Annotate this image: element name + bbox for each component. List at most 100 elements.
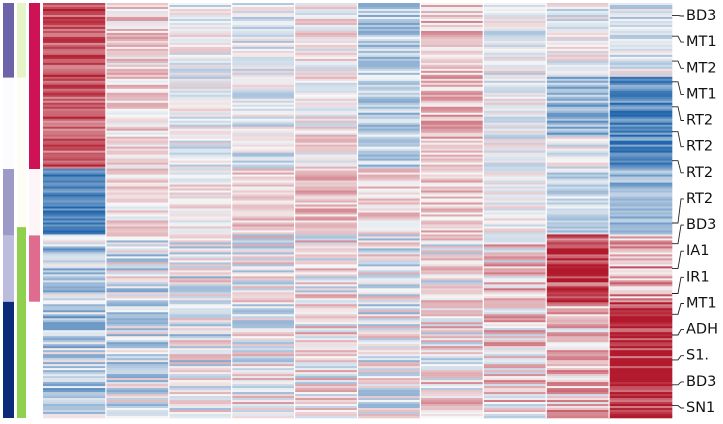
heatmap-cell	[357, 354, 421, 357]
heatmap-cell	[105, 270, 170, 273]
heatmap-cell	[168, 248, 232, 251]
heatmap-cell	[546, 40, 610, 44]
heatmap-cell	[420, 214, 484, 217]
heatmap-cell	[483, 192, 547, 195]
heatmap-cell	[231, 204, 295, 207]
heatmap-cell	[231, 10, 295, 14]
heatmap-cell	[43, 82, 107, 86]
heatmap-cell	[231, 356, 295, 359]
heatmap-cell	[43, 330, 107, 333]
heatmap-cell	[546, 170, 610, 173]
heatmap-cell	[420, 162, 484, 165]
annotation-segment	[17, 77, 26, 228]
heatmap-cell	[231, 300, 295, 303]
heatmap-cell	[105, 318, 170, 321]
heatmap-cell	[483, 366, 547, 369]
heatmap-cell	[168, 294, 232, 297]
heatmap-cell	[105, 3, 170, 6]
heatmap-cell	[168, 144, 232, 147]
heatmap-cell	[168, 124, 232, 128]
heatmap-cell	[420, 302, 484, 305]
heatmap-cell	[546, 416, 610, 419]
heatmap-cell	[357, 230, 421, 233]
heatmap-cell	[546, 160, 610, 163]
heatmap-cell	[231, 158, 295, 161]
heatmap-cell	[105, 306, 170, 309]
heatmap-cell	[609, 6, 673, 10]
heatmap-cell	[168, 396, 232, 399]
heatmap-cell	[546, 274, 610, 277]
heatmap-cell	[609, 238, 673, 241]
heatmap-cell	[231, 336, 295, 339]
heatmap-cell	[357, 240, 421, 243]
heatmap-cell	[294, 174, 358, 177]
heatmap-cell	[43, 112, 107, 116]
heatmap-cell	[420, 320, 484, 323]
heatmap-cell	[357, 192, 421, 195]
heatmap-cell	[483, 298, 547, 301]
heatmap-cell	[231, 68, 295, 72]
heatmap-cell	[105, 26, 170, 30]
heatmap-cell	[546, 6, 610, 10]
heatmap-cell	[357, 248, 421, 251]
heatmap-cell	[357, 198, 421, 201]
heatmap-cell	[43, 386, 107, 389]
heatmap-cell	[294, 344, 358, 347]
heatmap-cell	[357, 4, 421, 8]
heatmap-cell	[105, 276, 170, 279]
heatmap-cell	[357, 208, 421, 211]
heatmap-cell	[483, 186, 547, 189]
heatmap-cell	[357, 356, 421, 359]
heatmap-cell	[483, 350, 547, 353]
heatmap-cell	[609, 372, 673, 375]
heatmap-cell	[609, 180, 673, 183]
heatmap-cell	[231, 14, 295, 18]
heatmap-cell	[609, 72, 673, 76]
heatmap-cell	[420, 346, 484, 349]
heatmap-cell	[420, 46, 484, 50]
heatmap-cell	[609, 92, 673, 96]
heatmap-cell	[546, 346, 610, 349]
heatmap-cell	[231, 416, 295, 419]
heatmap-cell	[420, 218, 484, 221]
heatmap-cell	[294, 348, 358, 351]
heatmap-cell	[105, 208, 170, 211]
heatmap-cell	[231, 170, 295, 173]
heatmap-cell	[294, 250, 358, 253]
heatmap-cell	[483, 102, 547, 106]
heatmap-cell	[168, 262, 232, 265]
heatmap-cell	[43, 114, 107, 118]
heatmap-cell	[357, 42, 421, 46]
heatmap-cell	[294, 260, 358, 263]
heatmap-cell	[43, 98, 107, 102]
heatmap-cell	[609, 224, 673, 227]
heatmap-cell	[546, 102, 610, 106]
heatmap-cell	[420, 134, 484, 137]
heatmap-cell	[420, 374, 484, 377]
heatmap-cell	[294, 194, 358, 197]
heatmap-cell	[483, 106, 547, 110]
heatmap-cell	[231, 102, 295, 106]
heatmap-cell	[294, 88, 358, 92]
heatmap-cell	[357, 254, 421, 257]
heatmap-cell	[231, 334, 295, 337]
heatmap-cell	[546, 198, 610, 201]
row-label-leader	[672, 81, 684, 95]
heatmap-cell	[609, 380, 673, 383]
heatmap-cell	[483, 370, 547, 373]
heatmap-cell	[105, 304, 170, 307]
heatmap-cell	[294, 40, 358, 44]
heatmap-cell	[357, 364, 421, 367]
heatmap-cell	[168, 98, 232, 102]
heatmap-cell	[105, 414, 170, 417]
heatmap-cell	[483, 278, 547, 281]
heatmap-cell	[43, 148, 107, 151]
heatmap-cell	[294, 82, 358, 86]
heatmap-cell	[231, 342, 295, 345]
heatmap-cell	[483, 304, 547, 307]
heatmap-cell	[43, 20, 107, 24]
heatmap-cell	[420, 294, 484, 297]
heatmap-cell	[168, 302, 232, 305]
heatmap-cell	[357, 380, 421, 383]
heatmap-cell	[231, 250, 295, 253]
